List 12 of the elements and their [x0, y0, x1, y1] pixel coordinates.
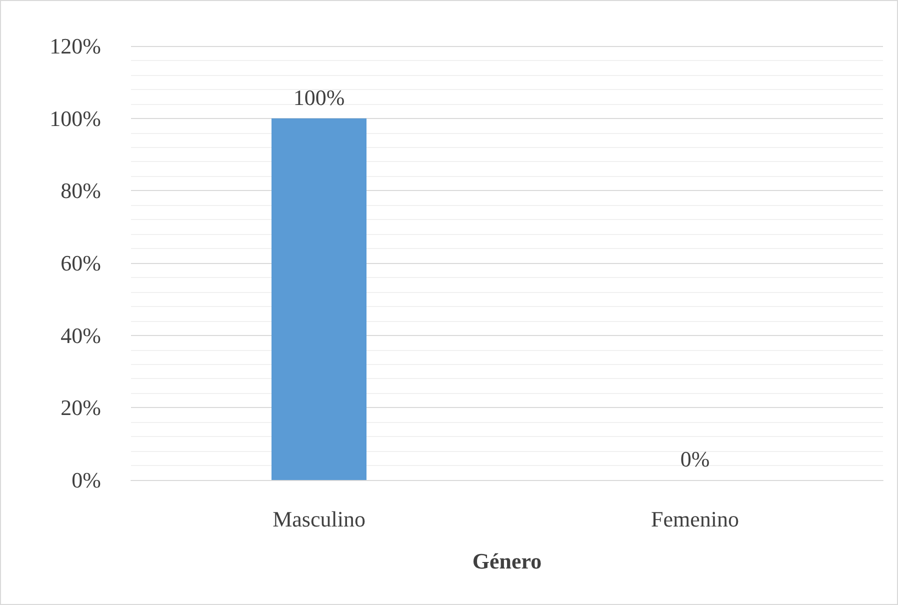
y-tick-label: 120%: [50, 34, 101, 58]
x-tick-label: Femenino: [651, 506, 739, 532]
x-axis-title: Género: [472, 548, 542, 574]
y-tick-label: 40%: [60, 322, 101, 348]
data-label: 100%: [293, 84, 345, 110]
y-tick-label: 80%: [60, 178, 101, 204]
data-label: 0%: [680, 446, 710, 472]
y-tick-label: 60%: [60, 250, 101, 276]
y-tick-label: 100%: [50, 106, 101, 131]
y-tick-label: 20%: [60, 395, 101, 420]
y-tick-label: 0%: [72, 468, 101, 492]
x-tick-label: Masculino: [272, 506, 366, 532]
